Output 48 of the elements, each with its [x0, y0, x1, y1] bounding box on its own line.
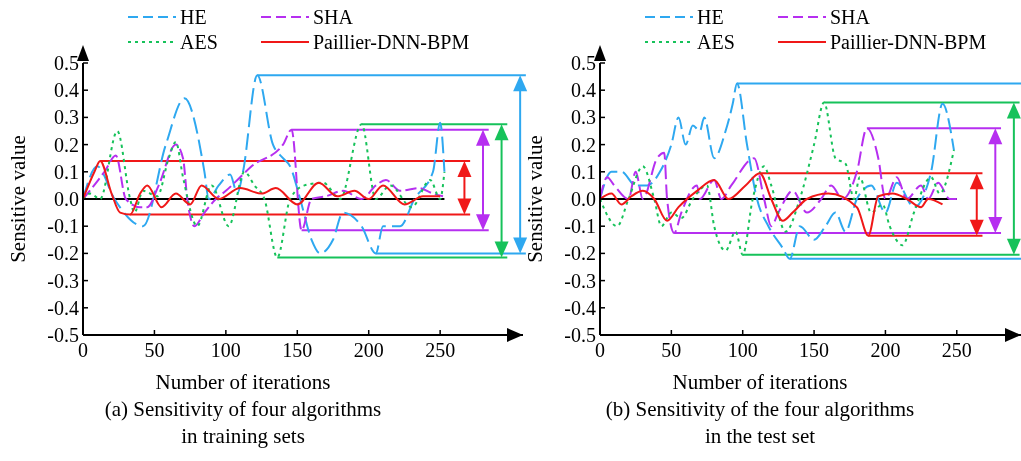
x-tick-label: 250: [425, 339, 456, 361]
x-tick-label: 100: [727, 339, 758, 361]
y-tick-label: -0.1: [564, 215, 596, 238]
y-tick-label: 0.2: [571, 133, 596, 156]
text: (b) Sensitivity of the four algorithms in the test set: [605, 397, 915, 448]
x-tick-label: 200: [353, 339, 384, 361]
x-tick-label: 0: [595, 339, 605, 361]
y-tick-label: -0.2: [47, 242, 79, 265]
y-tick-label: 0.2: [54, 133, 79, 156]
y-tick-label: 0.4: [571, 79, 596, 102]
legend-label: SHA: [313, 6, 354, 28]
x-tick-label: 200: [870, 339, 901, 361]
y-tick-label: -0.4: [564, 296, 596, 319]
y-axis-title: Sensitive value: [523, 135, 547, 263]
y-tick-label: 0.4: [54, 79, 79, 102]
x-tick-label: 50: [661, 339, 682, 361]
legend-label: Paillier-DNN-BPM: [313, 31, 470, 53]
legend-label: AES: [180, 31, 218, 53]
legend-label: SHA: [830, 6, 871, 28]
x-axis-title: Number of iterations: [155, 370, 331, 394]
y-tick-label: -0.1: [47, 215, 79, 238]
y-tick-label: -0.5: [47, 324, 79, 346]
y-tick-label: 0.3: [54, 106, 79, 129]
y-tick-label: 0.5: [54, 52, 79, 74]
y-tick-label: -0.2: [564, 242, 596, 265]
legend-label: HE: [697, 6, 724, 28]
x-tick-label: 50: [144, 339, 165, 361]
y-tick-label: 0.0: [571, 188, 596, 210]
text: (a) Sensitivity of four algorithms in training sets: [104, 397, 382, 448]
y-tick-label: 0.1: [54, 160, 79, 183]
legend-label: Paillier-DNN-BPM: [830, 31, 987, 53]
legend-label: AES: [697, 31, 735, 53]
y-tick-label: 0.3: [571, 106, 596, 129]
x-tick-label: 150: [282, 339, 313, 361]
y-tick-label: -0.3: [47, 269, 79, 292]
x-tick-label: 100: [210, 339, 241, 361]
y-tick-label: -0.5: [564, 324, 596, 346]
x-tick-label: 0: [78, 339, 88, 361]
x-axis-title: Number of iterations: [672, 370, 848, 394]
y-tick-label: 0.0: [54, 188, 79, 210]
y-tick-label: 0.5: [571, 52, 596, 74]
x-tick-label: 250: [941, 339, 972, 361]
y-tick-label: 0.1: [571, 160, 596, 183]
x-tick-label: 150: [799, 339, 830, 361]
y-axis-title: Sensitive value: [6, 135, 30, 263]
y-tick-label: -0.3: [564, 269, 596, 292]
legend-label: HE: [180, 6, 207, 28]
y-tick-label: -0.4: [47, 296, 79, 319]
